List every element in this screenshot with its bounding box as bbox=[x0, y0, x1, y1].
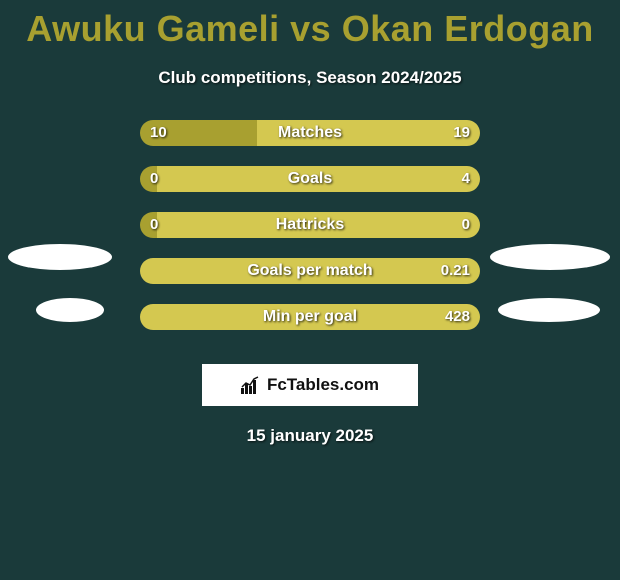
stat-bar-right-fill bbox=[157, 166, 480, 192]
stat-row: Hattricks00 bbox=[0, 212, 620, 258]
comparison-subtitle: Club competitions, Season 2024/2025 bbox=[0, 68, 620, 88]
comparison-title: Awuku Gameli vs Okan Erdogan bbox=[0, 0, 620, 50]
stat-bar-right-fill bbox=[257, 120, 480, 146]
branding-text: FcTables.com bbox=[267, 375, 379, 395]
stat-value-right: 428 bbox=[445, 304, 470, 330]
stat-value-right: 0 bbox=[462, 212, 470, 238]
stats-bars: Matches1019Goals04Hattricks00Goals per m… bbox=[0, 120, 620, 350]
stat-bar-right-fill bbox=[140, 258, 480, 284]
stat-row: Goals04 bbox=[0, 166, 620, 212]
stat-bar-track bbox=[140, 304, 480, 330]
stat-bar-track bbox=[140, 212, 480, 238]
stat-row: Goals per match0.21 bbox=[0, 258, 620, 304]
stat-bar-track bbox=[140, 258, 480, 284]
stat-bar-right-fill bbox=[157, 212, 480, 238]
stat-row: Matches1019 bbox=[0, 120, 620, 166]
stat-row: Min per goal428 bbox=[0, 304, 620, 350]
snapshot-date: 15 january 2025 bbox=[0, 426, 620, 446]
chart-icon bbox=[241, 376, 261, 394]
stat-value-left: 0 bbox=[150, 166, 158, 192]
branding-badge[interactable]: FcTables.com bbox=[202, 364, 418, 406]
stat-value-right: 19 bbox=[453, 120, 470, 146]
stat-value-left: 0 bbox=[150, 212, 158, 238]
stat-bar-right-fill bbox=[140, 304, 480, 330]
stat-bar-track bbox=[140, 166, 480, 192]
stat-value-left: 10 bbox=[150, 120, 167, 146]
stat-value-right: 4 bbox=[462, 166, 470, 192]
stat-bar-track bbox=[140, 120, 480, 146]
stat-value-right: 0.21 bbox=[441, 258, 470, 284]
